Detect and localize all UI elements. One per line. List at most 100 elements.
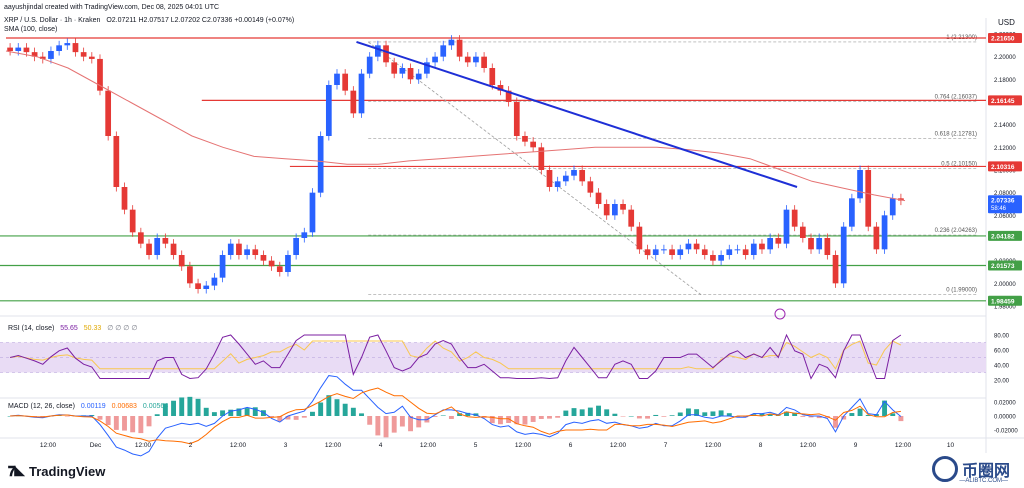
macd-histogram-bar — [506, 416, 512, 423]
fib-level-label: 0.764 (2.16037) — [935, 95, 977, 101]
candle-body — [530, 141, 537, 148]
macd-histogram-bar — [685, 408, 691, 416]
candle-body — [227, 243, 234, 255]
macd-histogram-bar — [767, 414, 773, 416]
candle-body — [334, 73, 340, 85]
macd-histogram-bar — [122, 416, 127, 431]
candle-body — [489, 68, 496, 85]
rsi-tick-label: 80.00 — [994, 334, 1010, 340]
candle-body — [718, 255, 724, 261]
macd-histogram-bar — [408, 416, 414, 432]
publisher-line: aayushjindal created with TradingView.co… — [4, 4, 220, 11]
macd-histogram-bar — [522, 416, 528, 425]
macd-histogram-bar — [359, 413, 364, 416]
candle-body — [211, 277, 218, 286]
candle-body — [170, 243, 177, 255]
macd-histogram-bar — [489, 416, 495, 424]
price-tick-label: 2.12000 — [994, 146, 1016, 152]
macd-histogram-bar — [636, 416, 642, 419]
sma-legend[interactable]: SMA (100, close) — [4, 26, 58, 33]
macd-histogram-bar — [514, 416, 520, 425]
macd-histogram-bar — [367, 416, 373, 425]
time-tick-label: 12:00 — [135, 442, 152, 449]
candle-body — [236, 243, 242, 255]
candle-body — [440, 45, 447, 57]
macd-histogram-bar — [130, 416, 136, 433]
candle-body — [791, 209, 798, 227]
macd-histogram-bar — [195, 398, 201, 416]
macd-histogram-bar — [334, 399, 340, 416]
macd-histogram-bar — [293, 416, 299, 420]
currency-label: USD — [998, 18, 1015, 27]
candle-body — [448, 39, 455, 46]
candle-body — [857, 170, 863, 199]
candle-body — [554, 181, 561, 187]
rsi-legend[interactable]: RSI (14, close) 55.65 50.33 ∅ ∅ ∅ ∅ — [8, 324, 137, 332]
candle-body — [309, 192, 316, 233]
fib-level-label: 0 (1.99000) — [946, 288, 977, 294]
macd-histogram-bar — [628, 416, 634, 417]
macd-histogram-bar — [718, 410, 724, 416]
candle-body — [865, 170, 872, 227]
macd-histogram-bar — [661, 416, 667, 417]
macd-histogram-bar — [187, 396, 193, 416]
candle-body — [374, 45, 381, 57]
candle-body — [513, 102, 520, 136]
macd-histogram-bar — [440, 415, 446, 416]
macd-histogram-bar — [318, 402, 324, 416]
candle-body — [538, 147, 545, 170]
candle-body — [268, 260, 275, 267]
rsi-value: 55.65 — [60, 325, 78, 332]
candle-body — [31, 52, 38, 57]
price-badge-label: 2.21650 — [991, 35, 1015, 42]
candle-body — [799, 226, 806, 238]
time-tick-label: 12:00 — [325, 442, 342, 449]
candle-body — [685, 243, 692, 250]
macd-histogram-bar — [653, 414, 659, 416]
price-tick-label: 1.98000 — [994, 305, 1016, 311]
candle-body — [72, 43, 79, 53]
macd-histogram-bar — [726, 413, 732, 416]
candle-body — [424, 62, 430, 74]
alert-marker-icon[interactable] — [774, 308, 786, 320]
candle-body — [661, 249, 667, 251]
macd-histogram-bar — [538, 416, 544, 419]
candle-body — [105, 90, 112, 136]
macd-histogram-bar — [236, 408, 242, 416]
candle-body — [162, 238, 169, 244]
rsi-line — [9, 333, 902, 380]
macd-histogram-bar — [694, 409, 700, 416]
macd-histogram-bar — [735, 416, 740, 418]
macd-legend[interactable]: MACD (12, 26, close) 0.00119 0.00683 0.0… — [8, 403, 168, 410]
macd-histogram-bar — [310, 411, 315, 416]
time-tick-label: 12:00 — [895, 442, 912, 449]
price-badge — [988, 32, 1022, 43]
candle-body — [252, 249, 259, 255]
candle-body — [620, 204, 626, 210]
symbol-line[interactable]: XRP / U.S. Dollar · 1h · Kraken — [4, 17, 101, 24]
macd-histogram-bar — [587, 407, 593, 416]
price-badge — [988, 295, 1022, 306]
price-badge-label: 2.01573 — [991, 263, 1015, 270]
candle-body — [39, 56, 46, 59]
candle-body — [407, 68, 414, 80]
candle-body — [636, 226, 643, 250]
candle-body — [137, 232, 144, 244]
macd-histogram-bar — [162, 403, 168, 416]
time-tick-label: 4 — [379, 442, 383, 449]
macd-histogram-bar — [171, 400, 176, 416]
macd-histogram-bar — [203, 407, 209, 416]
tradingview-brand[interactable]: 𝟕◣ TradingView — [8, 463, 105, 480]
macd-histogram-bar — [391, 416, 397, 433]
price-badge-label: 2.07336 — [991, 198, 1015, 205]
bearish-trend-line[interactable] — [356, 40, 798, 188]
macd-histogram-bar — [105, 416, 111, 426]
candle-body — [750, 243, 757, 255]
macd-histogram-bar — [841, 416, 847, 420]
candle-body — [505, 90, 512, 102]
fib-level-label: 0.236 (2.04263) — [935, 228, 977, 234]
macd-histogram-bar — [277, 416, 283, 422]
macd-histogram-bar — [604, 409, 610, 416]
candle-body — [759, 243, 765, 250]
